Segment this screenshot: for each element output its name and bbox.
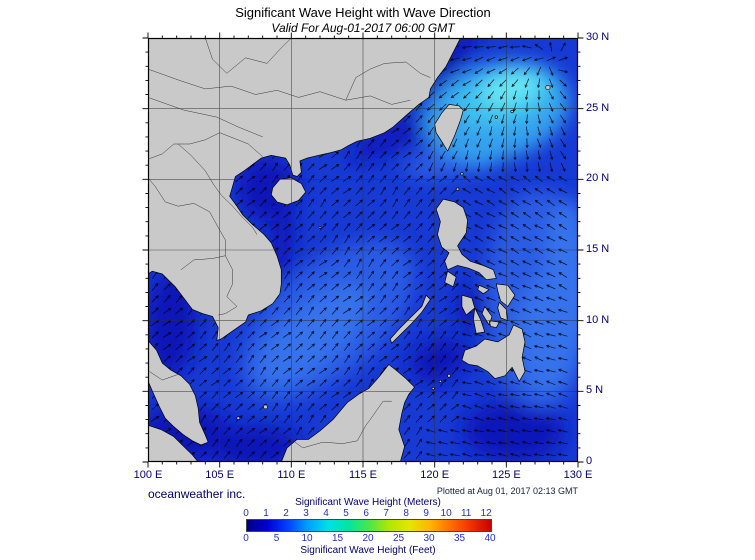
meters-tick-value: 10 xyxy=(440,508,452,519)
y-tick-label: 5 N xyxy=(586,384,604,397)
border-layer xyxy=(148,38,431,449)
wave-height-map xyxy=(142,32,584,468)
meters-tick-value: 8 xyxy=(403,508,409,519)
meters-tick-value: 2 xyxy=(283,508,289,519)
y-tick-label: 25 N xyxy=(586,101,610,114)
x-tick-label: 115 E xyxy=(349,469,377,481)
feet-tick-value: 10 xyxy=(301,533,313,544)
feet-tick-value: 30 xyxy=(423,533,435,544)
meters-tick-value: 12 xyxy=(480,508,492,519)
land-layer xyxy=(148,38,551,462)
x-tick-label: 125 E xyxy=(491,469,521,481)
x-tick-label: 100 E xyxy=(133,469,163,481)
chart-subtitle: Valid For Aug-01-2017 06:00 GMT xyxy=(271,21,455,35)
meters-tick-value: 9 xyxy=(423,508,429,519)
x-tick-label: 110 E xyxy=(277,469,306,481)
map-frame xyxy=(147,37,579,463)
colorbar-feet-ticks: 0 5 10 15 20 25 30 35 40 xyxy=(243,533,495,544)
y-tick-label: 20 N xyxy=(586,172,610,185)
meters-tick-value: 11 xyxy=(460,508,472,519)
meters-tick-value: 7 xyxy=(383,508,389,519)
latitude-axis-labels: 30 N 25 N 20 N 15 N 10 N 5 N 0 xyxy=(586,31,632,467)
colorbar-title-feet: Significant Wave Height (Feet) xyxy=(300,545,436,556)
oceanweather-credit: oceanweather inc. xyxy=(148,487,246,501)
feet-tick-value: 15 xyxy=(331,533,344,544)
colorbar-gradient-bar xyxy=(246,519,492,532)
meters-tick-value: 1 xyxy=(263,508,269,519)
feet-tick-value: 25 xyxy=(392,533,405,544)
colorbar-title-meters: Significant Wave Height (Meters) xyxy=(295,497,441,508)
colorbar-meters-ticks: 0 1 2 3 4 5 6 7 8 9 10 11 12 xyxy=(243,508,492,519)
y-tick-label: 30 N xyxy=(586,31,610,43)
x-tick-label: 105 E xyxy=(205,469,235,481)
feet-tick-value: 35 xyxy=(453,533,466,544)
longitude-axis-labels: 100 E 105 E 110 E 115 E 120 E 125 E 130 E xyxy=(134,469,593,483)
y-tick-label: 10 N xyxy=(586,313,610,326)
feet-tick-value: 20 xyxy=(362,533,374,544)
chart-title: Significant Wave Height with Wave Direct… xyxy=(235,5,491,20)
x-tick-label: 130 E xyxy=(563,469,593,481)
x-tick-label: 120 E xyxy=(420,469,450,481)
y-tick-label: 15 N xyxy=(586,243,610,255)
y-tick-label: 0 xyxy=(586,455,593,467)
axis-ticks xyxy=(142,32,584,468)
meters-tick-value: 6 xyxy=(363,508,369,519)
meters-tick-value: 4 xyxy=(323,508,329,519)
meters-tick-value: 0 xyxy=(243,508,249,519)
feet-tick-value: 0 xyxy=(243,533,249,544)
plotted-timestamp: Plotted at Aug 01, 2017 02:13 GMT xyxy=(436,486,578,496)
feet-tick-value: 40 xyxy=(484,533,496,544)
meters-tick-value: 3 xyxy=(303,508,309,519)
meters-tick-value: 5 xyxy=(343,508,349,519)
feet-tick-value: 5 xyxy=(273,533,280,544)
grid-layer xyxy=(148,38,578,462)
